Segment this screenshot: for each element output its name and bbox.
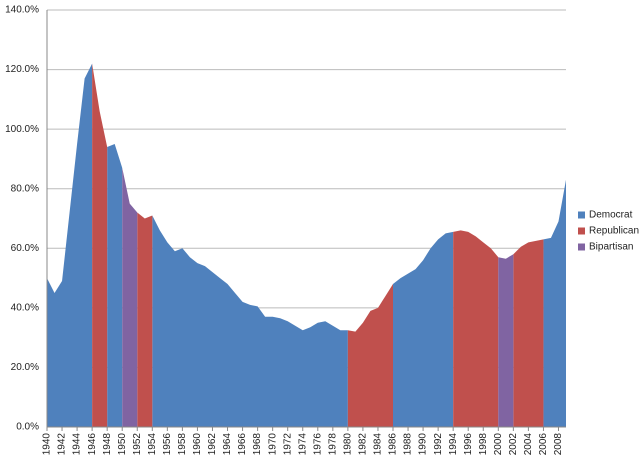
- x-tick-label: 1994: [448, 433, 459, 456]
- x-tick-label: 1946: [87, 433, 98, 456]
- x-tick-label: 1968: [252, 433, 263, 456]
- x-tick-label: 1948: [102, 433, 113, 456]
- x-tick-label: 2002: [508, 433, 519, 456]
- y-tick-label: 120.0%: [5, 64, 39, 75]
- x-tick-label: 1964: [222, 433, 233, 456]
- legend-label: Republican: [589, 226, 639, 237]
- x-tick-label: 1978: [327, 433, 338, 456]
- y-tick-label: 60.0%: [11, 243, 39, 254]
- legend-label: Democrat: [589, 210, 633, 221]
- legend-swatch: [578, 243, 585, 251]
- x-tick-label: 1970: [267, 433, 278, 456]
- y-tick-label: 140.0%: [5, 5, 39, 16]
- x-tick-label: 1950: [117, 433, 128, 456]
- x-tick-label: 1998: [478, 433, 489, 456]
- x-tick-label: 1996: [463, 433, 474, 456]
- x-tick-label: 1976: [312, 433, 323, 456]
- x-tick-label: 1960: [192, 433, 203, 456]
- y-tick-label: 40.0%: [11, 302, 39, 313]
- x-tick-label: 1952: [132, 433, 143, 456]
- x-tick-label: 1992: [433, 433, 444, 456]
- x-tick-label: 2006: [538, 433, 549, 456]
- x-tick-label: 1972: [282, 433, 293, 456]
- y-tick-label: 20.0%: [11, 362, 39, 373]
- x-tick-label: 1966: [237, 433, 248, 456]
- x-tick-label: 1954: [147, 433, 158, 456]
- x-tick-label: 1956: [162, 433, 173, 456]
- x-tick-label: 1958: [177, 433, 188, 456]
- y-tick-label: 100.0%: [5, 124, 39, 135]
- area: [47, 63, 566, 427]
- x-tick-label: 1990: [418, 433, 429, 456]
- x-tick-label: 1988: [403, 433, 414, 456]
- x-tick-label: 2000: [493, 433, 504, 456]
- legend-swatch: [578, 211, 585, 219]
- y-tick-label: 80.0%: [11, 183, 39, 194]
- x-tick-label: 1942: [57, 433, 68, 456]
- x-tick-label: 1940: [42, 433, 53, 456]
- x-tick-label: 2004: [523, 433, 534, 456]
- legend-label: Bipartisan: [589, 242, 633, 253]
- x-tick-label: 1962: [207, 433, 218, 456]
- x-tick-label: 1982: [358, 433, 369, 456]
- x-tick-label: 1944: [72, 433, 83, 456]
- y-tick-label: 0.0%: [16, 422, 39, 433]
- x-tick-label: 1980: [343, 433, 354, 456]
- x-tick-label: 1984: [373, 433, 384, 456]
- x-tick-label: 1986: [388, 433, 399, 456]
- x-tick-label: 2008: [553, 433, 564, 456]
- legend-swatch: [578, 227, 585, 235]
- x-tick-label: 1974: [297, 433, 308, 456]
